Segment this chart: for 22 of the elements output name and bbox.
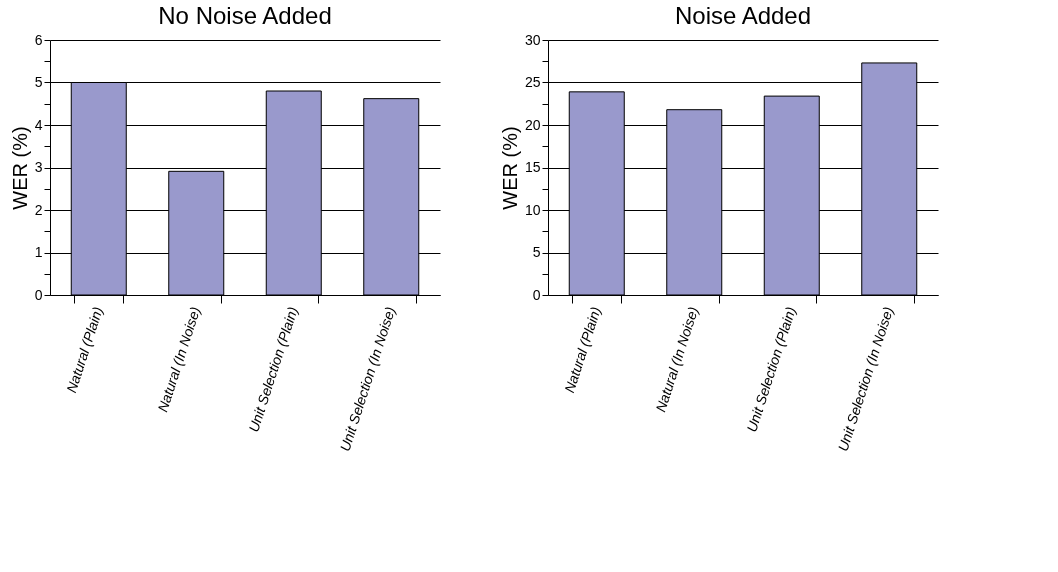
y-tick-label: 5 (532, 244, 541, 260)
y-tick-label: 5 (34, 74, 43, 90)
y-tick-label: 25 (524, 74, 541, 90)
y-tick-label: 3 (34, 159, 43, 175)
y-tick-label: 2 (34, 201, 43, 218)
y-tick-label: 0 (34, 286, 43, 303)
y-tick-label: 6 (34, 31, 43, 48)
y-tick-label: 0 (532, 286, 541, 303)
chart-title: Noise Added (674, 2, 812, 29)
chart-title: No Noise Added (158, 2, 332, 29)
y-tick-label: 4 (34, 116, 43, 133)
y-tick-label: 1 (34, 244, 43, 260)
y-tick-label: 15 (524, 159, 541, 175)
y-axis-title: WER (%) (8, 126, 31, 210)
y-axis-title: WER (%) (498, 126, 521, 210)
x-tick-label: Natural (Plain) (63, 304, 106, 395)
y-tick-label: 10 (524, 201, 541, 218)
x-tick-label: Natural (Plain) (561, 304, 604, 395)
y-tick-label: 30 (524, 31, 541, 48)
x-tick-label: Natural (In Noise) (652, 304, 702, 414)
y-tick-label: 20 (524, 116, 541, 133)
x-tick-label: Natural (In Noise) (154, 304, 204, 414)
